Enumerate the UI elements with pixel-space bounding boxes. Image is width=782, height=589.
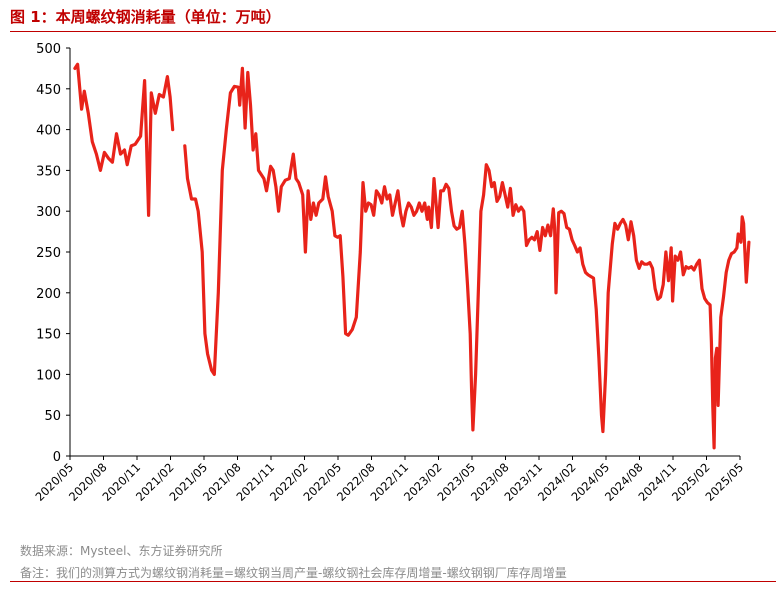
series-line (73, 62, 175, 217)
y-tick-label: 400 (36, 124, 61, 139)
source-note: 数据来源：Mysteel、东方证券研究所 (20, 544, 223, 558)
y-tick-label: 250 (36, 246, 61, 261)
y-tick-label: 500 (36, 42, 61, 57)
title-rule (10, 31, 776, 32)
bottom-rule (10, 581, 776, 582)
y-tick-label: 200 (36, 287, 61, 302)
y-tick-label: 300 (36, 205, 61, 220)
series-lines (73, 62, 751, 450)
series-line (183, 66, 751, 450)
chart-title: 图 1：本周螺纹钢消耗量（单位：万吨） (10, 8, 281, 26)
y-tick-label: 100 (36, 368, 61, 383)
y-axis-ticks: 0 50 100 150 200 250 300 350 400 450 500 (36, 42, 70, 465)
y-tick-label: 50 (44, 409, 61, 424)
y-tick-label: 450 (36, 83, 61, 98)
x-axis-ticks: 2020/052020/082020/112021/022021/052021/… (32, 456, 746, 504)
y-tick-label: 350 (36, 164, 61, 179)
remark-note: 备注：我们的测算方式为螺纹钢消耗量=螺纹钢当周产量-螺纹钢社会库存周增量-螺纹钢… (20, 566, 567, 580)
y-tick-label: 0 (53, 450, 61, 465)
y-tick-label: 150 (36, 328, 61, 343)
